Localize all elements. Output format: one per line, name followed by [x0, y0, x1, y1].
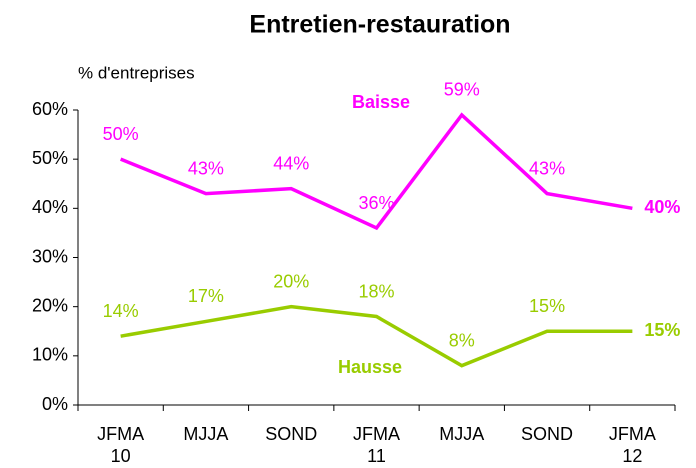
legend-label: Hausse [338, 357, 402, 377]
data-label: 8% [449, 330, 475, 350]
data-label: 17% [188, 286, 224, 306]
data-label: 40% [644, 197, 680, 217]
data-label: 20% [273, 271, 309, 291]
x-tick-label: MJJA [439, 424, 485, 444]
data-label: 43% [188, 158, 224, 178]
data-label: 36% [358, 193, 394, 213]
data-label: 44% [273, 153, 309, 173]
x-tick-label: JFMA 10 [97, 424, 145, 466]
data-label: 18% [358, 281, 394, 301]
data-label: 43% [529, 158, 565, 178]
x-tick-label: MJJA [183, 424, 229, 444]
y-tick-label: 10% [32, 345, 68, 365]
chart-title: Entretien-restauration [249, 11, 510, 39]
data-label: 14% [103, 301, 139, 321]
x-tick-label: SOND [521, 424, 574, 444]
y-tick-label: 0% [42, 394, 68, 414]
data-label: 15% [529, 296, 565, 316]
x-tick-label: JFMA 11 [353, 424, 400, 466]
x-tick-label: SOND [265, 424, 318, 444]
x-tick-label: JFMA 12 [608, 424, 656, 466]
series-line [119, 112, 633, 231]
y-tick-label: 60% [32, 99, 68, 119]
series-line [120, 304, 633, 368]
y-axis-label: % d'entreprises [78, 63, 195, 82]
y-tick-label: 40% [32, 197, 68, 217]
data-label: 50% [103, 124, 139, 144]
y-tick-label: 50% [32, 148, 68, 168]
data-label: 15% [644, 320, 680, 340]
legend-label: Baisse [352, 92, 410, 112]
y-tick-label: 30% [32, 246, 68, 266]
y-tick-label: 20% [32, 295, 68, 315]
data-label: 59% [444, 80, 480, 100]
